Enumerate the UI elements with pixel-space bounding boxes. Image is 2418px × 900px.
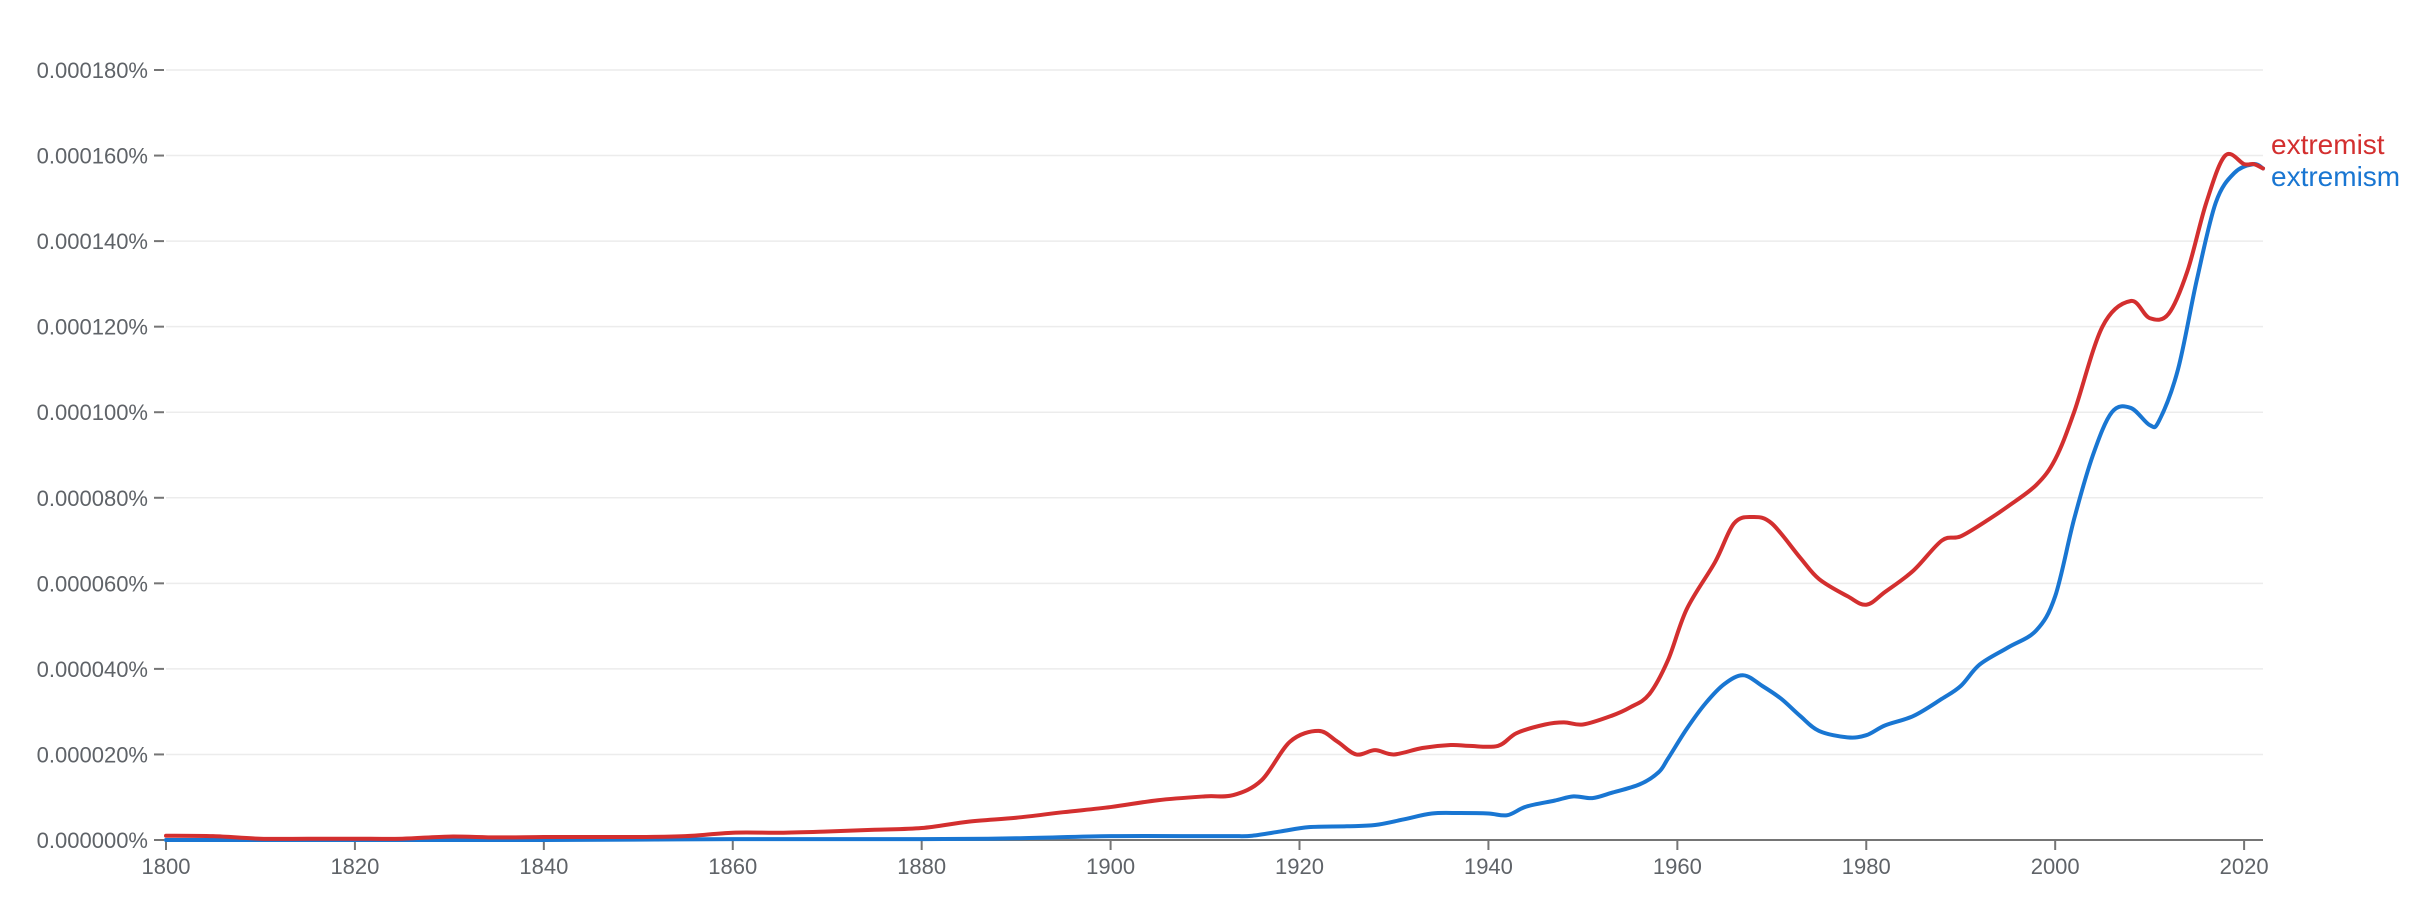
y-tick-label: 0.000160% [37,144,148,169]
grid-lines [166,69,2263,756]
x-tick-label: 2000 [2031,854,2080,879]
x-tick-label: 1840 [519,854,568,879]
y-tick-label: 0.000140% [37,229,148,254]
series-lines [164,151,2265,843]
series-label-extremism[interactable]: extremism [2271,161,2400,192]
series-label-extremist[interactable]: extremist [2271,129,2385,160]
x-tick-label: 1960 [1653,854,1702,879]
y-tick-label: 0.000060% [37,571,148,596]
y-tick-label: 0.000000% [37,828,148,853]
x-tick-label: 1880 [897,854,946,879]
y-tick-label: 0.000020% [37,742,148,767]
y-tick-label: 0.000120% [37,315,148,340]
y-tick-label: 0.000080% [37,486,148,511]
axes: 0.000000% 0.000020% 0.000040% 0.000060% 0.00… [37,58,2269,879]
x-tick-label: 1860 [708,854,757,879]
x-tick-label: 1980 [1842,854,1891,879]
x-tick-label: 2020 [2220,854,2269,879]
y-tick-label: 0.000180% [37,58,148,83]
x-tick-label: 1820 [330,854,379,879]
x-tick-label: 1920 [1275,854,1324,879]
x-tick-label: 1800 [142,854,191,879]
series-line-extremism[interactable] [164,162,2265,843]
x-tick-label: 1900 [1086,854,1135,879]
series-line-extremist[interactable] [164,151,2265,841]
y-tick-label: 0.000040% [37,657,148,682]
x-tick-label: 1940 [1464,854,1513,879]
y-tick-label: 0.000100% [37,400,148,425]
